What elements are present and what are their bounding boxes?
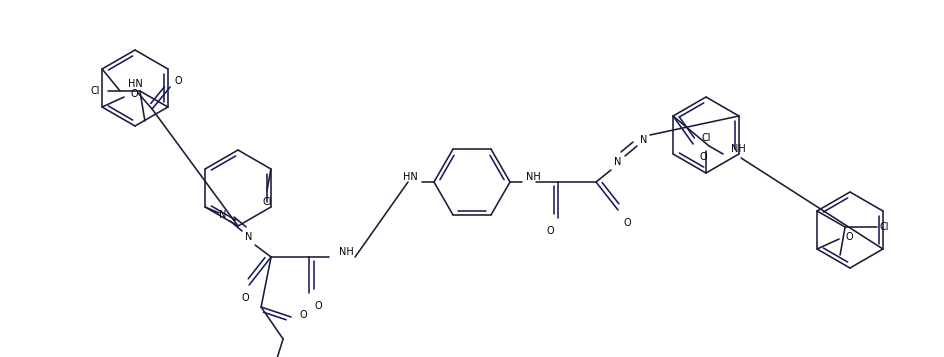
Text: N: N bbox=[640, 135, 648, 145]
Text: N: N bbox=[615, 157, 622, 167]
Text: Cl: Cl bbox=[879, 222, 888, 232]
Text: O: O bbox=[299, 310, 307, 320]
Text: O: O bbox=[845, 232, 852, 242]
Text: Cl: Cl bbox=[91, 86, 100, 96]
Text: Cl: Cl bbox=[262, 197, 272, 207]
Text: N: N bbox=[219, 210, 227, 220]
Text: NH: NH bbox=[731, 144, 746, 154]
Text: NH: NH bbox=[339, 247, 354, 257]
Text: N: N bbox=[245, 232, 253, 242]
Text: O: O bbox=[130, 89, 138, 99]
Text: O: O bbox=[547, 226, 554, 236]
Text: O: O bbox=[174, 76, 181, 86]
Text: O: O bbox=[700, 152, 707, 162]
Text: HN: HN bbox=[128, 79, 143, 89]
Text: O: O bbox=[624, 218, 632, 228]
Text: NH: NH bbox=[526, 172, 541, 182]
Text: HN: HN bbox=[403, 172, 418, 182]
Text: O: O bbox=[314, 301, 322, 311]
Text: Cl: Cl bbox=[701, 133, 711, 143]
Text: O: O bbox=[242, 293, 249, 303]
